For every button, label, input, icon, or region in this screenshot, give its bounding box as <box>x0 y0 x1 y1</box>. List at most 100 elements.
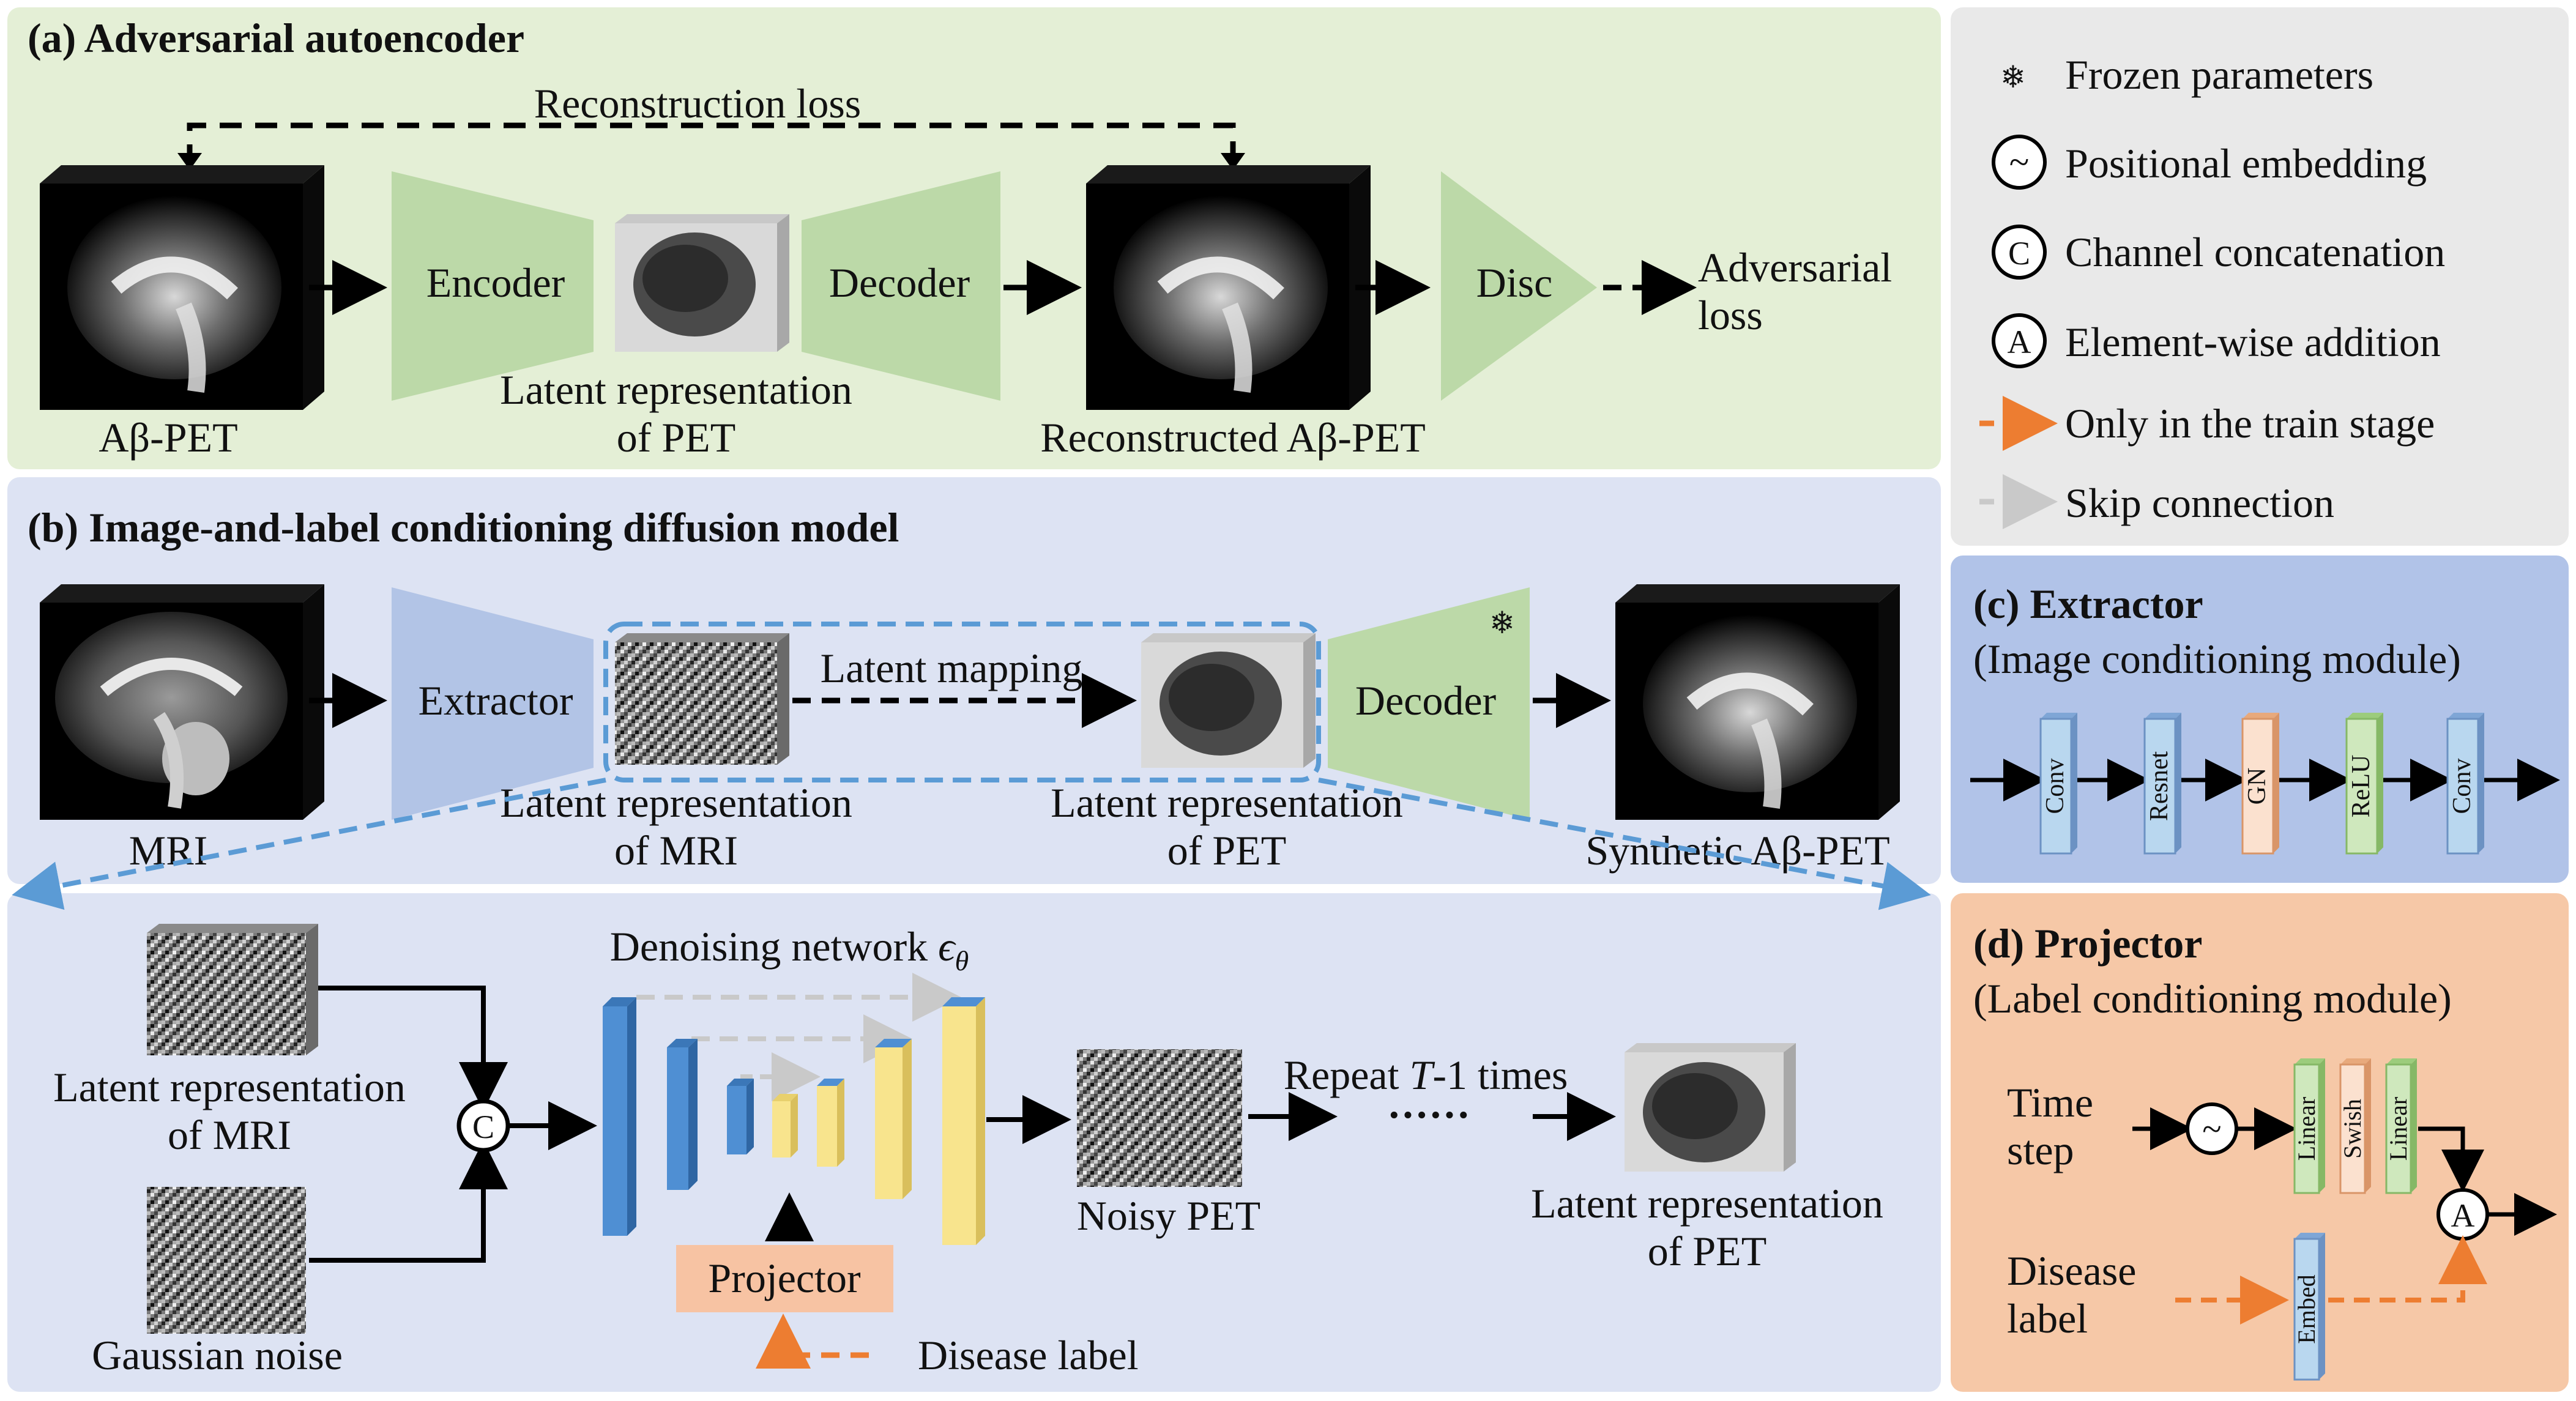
extractor-block-conv-1: Conv <box>2039 713 2077 855</box>
panel-c-title: (c) Extractor <box>1973 581 2203 627</box>
disease-label-line2: label <box>2007 1295 2088 1342</box>
latent-pet-cube <box>615 214 789 352</box>
disc-shape <box>1441 171 1597 401</box>
latent-mri-label-line2: of MRI <box>614 827 738 874</box>
panel-a-title: (a) Adversarial autoencoder <box>28 15 524 61</box>
legend-positional-symbol: ~ <box>2009 142 2029 182</box>
legend-positional-icon <box>1992 135 2047 190</box>
panel-c: (c) Extractor (Image conditioning module… <box>1951 556 2569 883</box>
latent-pet-label-line2: of PET <box>617 414 736 461</box>
latent-mri-label-line1: Latent representation <box>500 779 852 826</box>
svg-text:Embed: Embed <box>2293 1274 2320 1343</box>
sub-latent-pet-cube <box>1625 1043 1796 1172</box>
gaussian-noise-label: Gaussian noise <box>92 1332 343 1378</box>
svg-text:Conv: Conv <box>2448 758 2476 814</box>
denoising-unet <box>603 973 985 1245</box>
disease-label-text: Disease label <box>918 1332 1139 1378</box>
noisy-pet-label: Noisy PET <box>1077 1192 1260 1239</box>
svg-text:Linear: Linear <box>2293 1097 2320 1161</box>
legend-frozen-icon: ❄ <box>2000 60 2026 94</box>
gaussian-noise-image <box>147 1187 306 1334</box>
disease-label-line1: Disease <box>2007 1247 2136 1294</box>
legend-frozen-label: Frozen parameters <box>2065 51 2373 98</box>
disc-label: Disc <box>1476 259 1553 306</box>
decoder-label: Decoder <box>829 259 970 306</box>
synthetic-pet-cube <box>1615 584 1900 820</box>
projector-positional-symbol: ~ <box>2202 1109 2221 1149</box>
legend-concat-icon <box>1992 225 2047 280</box>
projector-block-swish: Swish <box>2339 1058 2371 1194</box>
latent-mri-noise-cube <box>147 924 318 1055</box>
extractor-block-relu: ReLU <box>2345 713 2383 855</box>
panel-d-title: (d) Projector <box>1973 920 2202 967</box>
denoising-network-label: Denoising network ϵθ <box>610 923 969 976</box>
time-step-line2: step <box>2007 1127 2074 1173</box>
adversarial-loss-line1: Adversarial <box>1698 244 1892 291</box>
sub-latent-mri-line1: Latent representation <box>53 1064 406 1110</box>
legend-skip-label: Skip connection <box>2065 480 2334 526</box>
decoder-frozen-shape <box>1328 587 1530 820</box>
mri-cube <box>40 584 324 820</box>
legend-concat-label: Channel concatenation <box>2065 229 2445 275</box>
decoder-frozen-label: Decoder <box>1355 677 1497 724</box>
concat-node-symbol: C <box>472 1109 494 1145</box>
extractor-shape <box>392 587 594 820</box>
svg-text:Conv: Conv <box>2041 758 2069 814</box>
input-pet-label: Aβ-PET <box>99 414 237 461</box>
sub-latent-pet-line1: Latent representation <box>1531 1180 1883 1227</box>
legend: ❄ Frozen parameters ~ Positional embeddi… <box>1951 7 2569 546</box>
legend-background <box>1951 7 2569 546</box>
latent-pet-label-line1: Latent representation <box>500 366 852 413</box>
adversarial-loss-line2: loss <box>1698 292 1763 338</box>
panel-d-subtitle: (Label conditioning module) <box>1973 975 2452 1022</box>
projector-label: Projector <box>708 1255 861 1301</box>
panel-b-title: (b) Image-and-label conditioning diffusi… <box>28 504 899 551</box>
synthetic-pet-label: Synthetic Aβ-PET <box>1585 827 1889 874</box>
latent-region-dashed-box <box>603 622 1321 782</box>
frozen-icon: ❄ <box>1489 606 1515 640</box>
noisy-pet-image <box>1077 1049 1242 1187</box>
sub-latent-pet-line2: of PET <box>1648 1228 1767 1274</box>
latent-pet-b-label-line1: Latent representation <box>1051 779 1403 826</box>
projector-block-embed: Embed <box>2293 1233 2325 1381</box>
panel-b: (b) Image-and-label conditioning diffusi… <box>7 477 1941 1392</box>
extractor-block-conv-2: Conv <box>2446 713 2484 855</box>
projector-add-symbol: A <box>2451 1197 2475 1234</box>
latent-pet-cube-b <box>1141 633 1316 768</box>
time-step-line1: Time <box>2007 1079 2093 1126</box>
svg-text:ReLU: ReLU <box>2347 755 2375 818</box>
legend-positional-label: Positional embedding <box>2065 140 2427 187</box>
concat-node <box>456 1099 510 1153</box>
extractor-label: Extractor <box>419 677 573 724</box>
legend-concat-symbol: C <box>2008 235 2030 272</box>
reconstruction-loss-arrow <box>187 122 1236 166</box>
extractor-block-gn: GN <box>2241 713 2279 855</box>
encoder-label: Encoder <box>426 259 565 306</box>
legend-add-symbol: A <box>2008 324 2031 360</box>
reconstructed-pet-label: Reconstructed Aβ-PET <box>1040 414 1425 461</box>
input-pet-cube <box>40 165 324 410</box>
repeat-dots: ······ <box>1387 1091 1470 1138</box>
panel-d: (d) Projector (Label conditioning module… <box>1951 893 2569 1392</box>
extractor-block-resnet: Resnet <box>2143 713 2181 855</box>
reconstructed-pet-cube <box>1086 165 1371 410</box>
legend-add-label: Element-wise addition <box>2065 319 2441 365</box>
latent-mapping-label: Latent mapping <box>821 645 1083 691</box>
reconstruction-loss-label: Reconstruction loss <box>534 80 862 127</box>
svg-text:GN: GN <box>2243 768 2271 805</box>
panel-a: (a) Adversarial autoencoder Reconstructi… <box>7 7 1941 469</box>
panel-c-subtitle: (Image conditioning module) <box>1973 636 2461 682</box>
svg-text:Resnet: Resnet <box>2145 751 2173 822</box>
latent-mri-cube <box>615 633 789 765</box>
legend-train-label: Only in the train stage <box>2065 400 2435 447</box>
projector-block-linear-2: Linear <box>2384 1058 2417 1194</box>
svg-text:Swish: Swish <box>2339 1099 2366 1159</box>
projector-box <box>676 1245 893 1312</box>
decoder-shape <box>802 171 1000 401</box>
projector-block-linear-1: Linear <box>2293 1058 2325 1194</box>
sub-latent-mri-line2: of MRI <box>168 1112 291 1158</box>
latent-pet-b-label-line2: of PET <box>1167 827 1287 874</box>
legend-add-icon <box>1992 313 2047 368</box>
svg-text:Linear: Linear <box>2384 1097 2412 1161</box>
